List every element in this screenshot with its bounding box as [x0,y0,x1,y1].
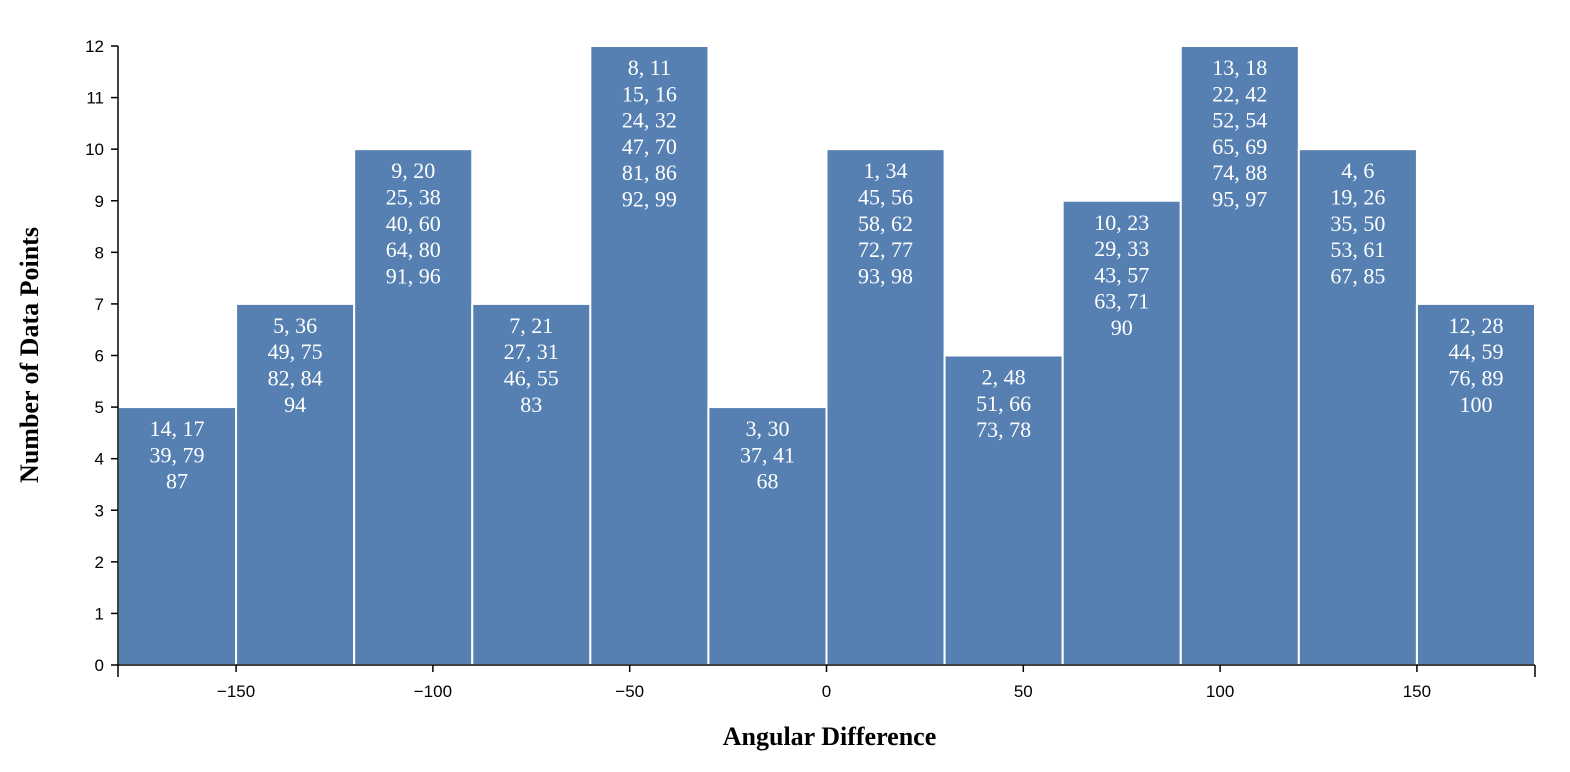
bar-label: 63, 71 [1094,289,1149,314]
bar-label: 58, 62 [858,211,913,236]
y-tick-label: 2 [95,553,104,572]
bar-label: 12, 28 [1448,313,1503,338]
x-tick-label: 100 [1206,682,1234,701]
bar-label: 27, 31 [504,339,559,364]
histogram-bar [353,148,474,666]
bar-label: 64, 80 [386,237,441,262]
histogram-bar [589,45,710,666]
bar-label: 72, 77 [858,237,913,262]
x-tick-label: 50 [1014,682,1033,701]
bar-label: 74, 88 [1212,160,1267,185]
bar-label: 67, 85 [1330,263,1385,288]
bar-label: 44, 59 [1448,339,1503,364]
bar-label: 37, 41 [740,442,795,467]
x-tick-label: 0 [822,682,831,701]
bar-label: 24, 32 [622,108,677,133]
x-axis-title: Angular Difference [723,722,937,751]
y-tick-label: 12 [85,37,104,56]
bar-label: 95, 97 [1212,187,1267,212]
bar-label: 91, 96 [386,263,441,288]
histogram-bar [707,406,828,666]
bar-label: 82, 84 [268,366,323,391]
bar-label: 1, 34 [864,158,908,183]
y-tick-label: 8 [95,243,104,262]
histogram-bar [1415,302,1536,666]
bar-label: 40, 60 [386,211,441,236]
bar-label: 65, 69 [1212,134,1267,159]
bar-label: 9, 20 [391,158,435,183]
bar-label: 4, 6 [1341,158,1374,183]
bar-label: 7, 21 [509,313,553,338]
bar-label: 13, 18 [1212,55,1267,80]
bar-label: 47, 70 [622,134,677,159]
bar-label: 53, 61 [1330,237,1385,262]
bar-label: 5, 36 [273,313,317,338]
bar-label: 39, 79 [150,442,205,467]
y-tick-label: 6 [95,347,104,366]
bar-label: 46, 55 [504,366,559,391]
bar-label: 2, 48 [982,365,1026,390]
histogram-bar [943,354,1064,666]
histogram-bar [1179,45,1300,666]
y-tick-label: 9 [95,192,104,211]
y-tick-label: 11 [86,89,104,108]
bar-label: 76, 89 [1448,366,1503,391]
x-axis: −150 −100 −50 0 50 100 150 [117,664,1536,701]
bar-label: 49, 75 [268,339,323,364]
bar-label: 81, 86 [622,160,677,185]
y-tick-label: 4 [95,450,104,469]
bar-label: 87 [166,469,188,494]
bar-label: 73, 78 [976,417,1031,442]
x-tick-label: 150 [1403,682,1431,701]
bar-label: 22, 42 [1212,81,1267,106]
histogram-bar [117,406,238,666]
bar-label: 100 [1459,392,1492,417]
y-tick-label: 10 [85,140,104,159]
y-axis-title: Number of Data Points [15,227,44,483]
bar-label: 19, 26 [1330,184,1385,209]
y-tick-label: 3 [95,501,104,520]
bar-label: 68 [756,469,778,494]
bar-label: 93, 98 [858,263,913,288]
bar-label: 15, 16 [622,81,677,106]
histogram-bar [471,302,592,666]
y-tick-label: 1 [95,604,104,623]
bar-label: 92, 99 [622,187,677,212]
bar-label: 45, 56 [858,184,913,209]
bar-label: 29, 33 [1094,236,1149,261]
bar-label: 25, 38 [386,184,441,209]
x-tick-label: −50 [615,682,644,701]
y-tick-label: 7 [95,295,104,314]
y-tick-label: 0 [95,656,104,675]
histogram-bar [235,302,356,666]
x-tick-label: −100 [414,682,452,701]
bar-label: 94 [284,392,306,417]
y-tick-label: 5 [95,398,104,417]
bar-label: 8, 11 [628,55,671,80]
bar-label: 3, 30 [745,416,789,441]
bar-label: 51, 66 [976,391,1031,416]
bar-label: 52, 54 [1212,108,1267,133]
bar-label: 35, 50 [1330,211,1385,236]
x-tick-label: −150 [217,682,255,701]
bar-label: 83 [520,392,542,417]
bar-label: 10, 23 [1094,210,1149,235]
bar-label: 14, 17 [150,416,205,441]
bar-label: 90 [1111,315,1133,340]
bar-label: 43, 57 [1094,262,1149,287]
